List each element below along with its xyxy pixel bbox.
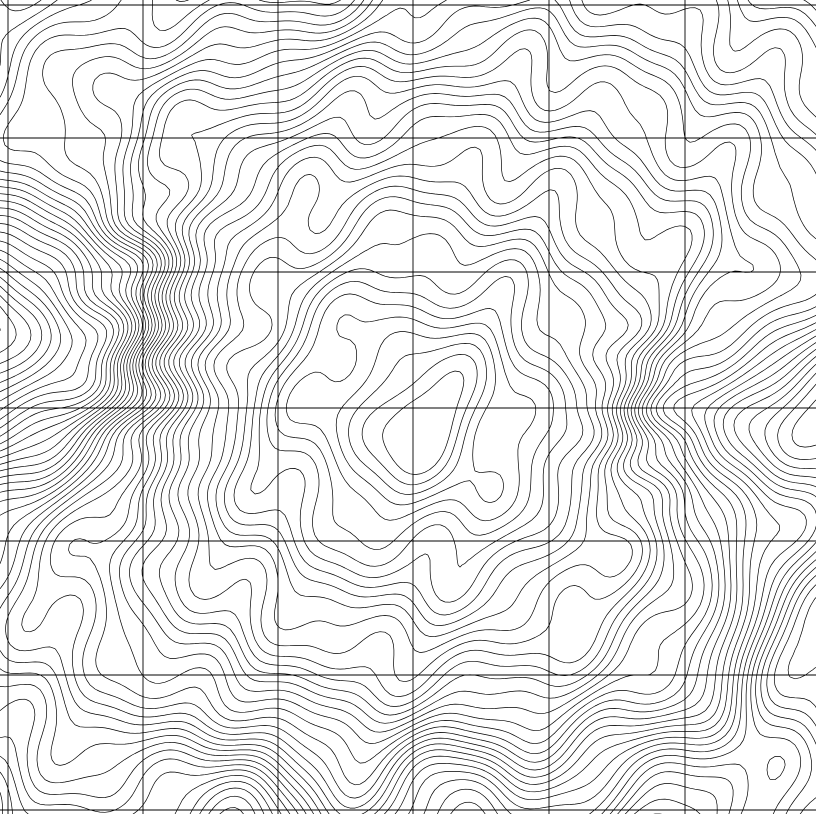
contour-line xyxy=(174,125,660,707)
contour-line xyxy=(187,146,652,697)
contour-line xyxy=(197,174,643,683)
contour-line xyxy=(49,17,802,799)
contour-line xyxy=(119,75,723,744)
contour-line xyxy=(215,196,609,637)
contour-line xyxy=(68,29,781,786)
contour-line xyxy=(266,276,568,568)
contour-line xyxy=(0,285,43,374)
contour-line xyxy=(158,114,693,716)
contour-line xyxy=(285,314,537,522)
contour-line xyxy=(382,370,465,475)
contour-line xyxy=(0,193,816,814)
contour-line xyxy=(0,306,17,353)
contour-line xyxy=(0,249,87,411)
contour-line xyxy=(0,223,114,437)
contour-line xyxy=(21,7,816,809)
contour-line xyxy=(233,233,595,616)
contour-line xyxy=(109,48,754,764)
contour-line xyxy=(0,295,32,364)
contour-line xyxy=(141,103,705,724)
contour-line xyxy=(0,207,816,680)
contour-line xyxy=(129,90,714,733)
contour-line xyxy=(0,215,120,445)
contour-line xyxy=(0,200,816,814)
contour-line xyxy=(335,331,504,506)
contour-line xyxy=(348,343,487,495)
contour-line xyxy=(250,259,584,603)
contour-line xyxy=(0,231,108,429)
contour-line xyxy=(224,209,603,626)
contour-line xyxy=(0,267,62,393)
contour-line xyxy=(361,354,478,486)
